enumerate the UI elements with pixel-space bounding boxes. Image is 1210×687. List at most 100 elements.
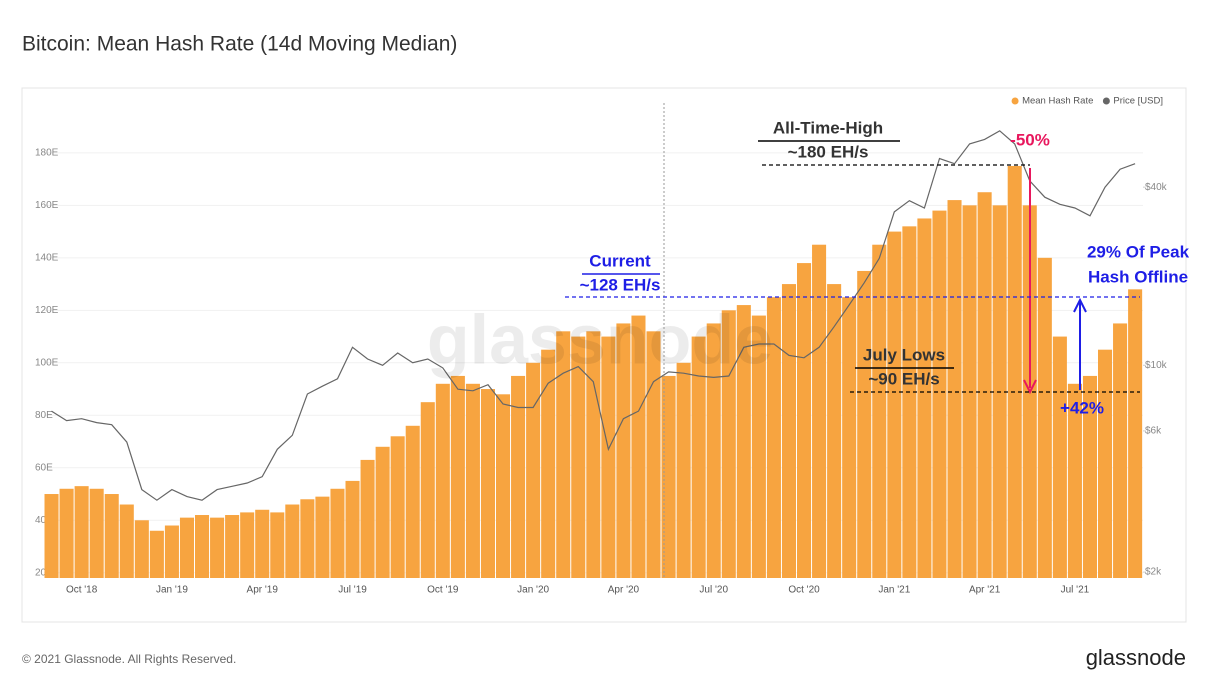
bar [1082, 375, 1097, 578]
bar [195, 515, 210, 578]
bar [255, 509, 270, 578]
bar [164, 525, 179, 578]
x-tick-label: Jul '21 [1061, 585, 1090, 596]
plot: 20E 40E 60E 80E 100E 120E 140E 160E 180E $2k $6k $1… [35, 96, 1168, 596]
bar [300, 499, 315, 578]
bar [59, 488, 74, 578]
bar [330, 488, 345, 578]
annotations: All-Time-High ~180 EH/s -50% Current ~12… [565, 118, 1190, 417]
legend-swatch [1102, 97, 1110, 105]
arrow-head [1023, 379, 1037, 395]
annotation: ~128 EH/s [580, 275, 661, 294]
bar [134, 520, 149, 578]
x-tick-label: Jul '19 [338, 585, 367, 596]
bar [616, 323, 631, 578]
chart-title: Bitcoin: Mean Hash Rate (14d Moving Medi… [22, 33, 457, 56]
y2-tick-label: $2k [1145, 567, 1162, 578]
y-tick-label: 120E [35, 305, 59, 316]
bar [1113, 323, 1128, 578]
bar [586, 331, 601, 578]
bar [1128, 289, 1143, 578]
bar [721, 310, 736, 578]
bar [149, 530, 164, 578]
x-tick-label: Apr '19 [247, 585, 279, 596]
price-line [51, 130, 1136, 501]
x-tick-label: Jan '21 [878, 585, 910, 596]
bar [420, 402, 435, 578]
bar [571, 336, 586, 578]
bar [270, 512, 285, 578]
bar [285, 504, 300, 578]
bar [1098, 349, 1113, 578]
bar [1007, 165, 1022, 578]
bar [601, 336, 616, 578]
bar [797, 263, 812, 578]
bar [631, 315, 646, 578]
bar [887, 231, 902, 578]
bar [450, 375, 465, 578]
y-tick-label: 100E [35, 357, 59, 368]
bar [706, 323, 721, 578]
x-tick-label: Jan '20 [517, 585, 549, 596]
chart-frame [21, 87, 1187, 623]
watermark: glassnode [427, 300, 773, 378]
y-tick-label: 140E [35, 252, 59, 263]
annotation: Hash Offline [1088, 267, 1188, 286]
bar [827, 284, 842, 578]
x-tick-label: Oct '18 [66, 585, 98, 596]
bar [74, 486, 89, 578]
annotation: -50% [1010, 130, 1050, 149]
bar [104, 494, 119, 578]
bar [947, 200, 962, 579]
bar [390, 436, 405, 578]
bar [360, 459, 375, 578]
bar [210, 517, 225, 578]
x-tick-label: Jan '19 [156, 585, 188, 596]
bar [857, 270, 872, 578]
annotation: All-Time-High [773, 118, 883, 137]
y-tick-label: 60E [35, 462, 53, 473]
x-tick-label: Apr '20 [608, 585, 640, 596]
y2-tick-label: $6k [1145, 426, 1162, 437]
y-tick-label: 180E [35, 148, 59, 159]
annotation: July Lows [863, 345, 945, 364]
bar [541, 349, 556, 578]
bar [932, 210, 947, 578]
bar [691, 336, 706, 578]
bar [119, 504, 134, 578]
bar [1052, 336, 1067, 578]
bar [44, 494, 59, 578]
legend-label: Price [USD] [1113, 96, 1163, 107]
bar [842, 297, 857, 578]
annotation: +42% [1060, 398, 1104, 417]
x-tick-label: Jul '20 [699, 585, 728, 596]
y2-tick-label: $40k [1145, 182, 1168, 193]
bar [345, 480, 360, 578]
footer: © 2021 Glassnode. All Rights Reserved. [22, 652, 236, 666]
x-tick-label: Oct '19 [427, 585, 459, 596]
bar [646, 331, 661, 578]
bar [465, 383, 480, 578]
bar [676, 362, 691, 578]
bar [240, 512, 255, 578]
bar [661, 375, 676, 578]
bar [315, 496, 330, 578]
bar [526, 362, 541, 578]
legend-swatch [1011, 97, 1019, 105]
logo: glassnode [1086, 645, 1186, 670]
bar [556, 331, 571, 578]
bar [225, 515, 240, 578]
bar [917, 218, 932, 579]
y-tick-label: 160E [35, 200, 59, 211]
x-tick-label: Oct '20 [788, 585, 820, 596]
bar [375, 446, 390, 578]
bar [766, 297, 781, 578]
bar [435, 383, 450, 578]
bar [977, 192, 992, 579]
legend-label: Mean Hash Rate [1022, 96, 1093, 107]
bar [781, 284, 796, 578]
bar [812, 244, 827, 578]
bar [89, 488, 104, 578]
bar [496, 394, 511, 578]
